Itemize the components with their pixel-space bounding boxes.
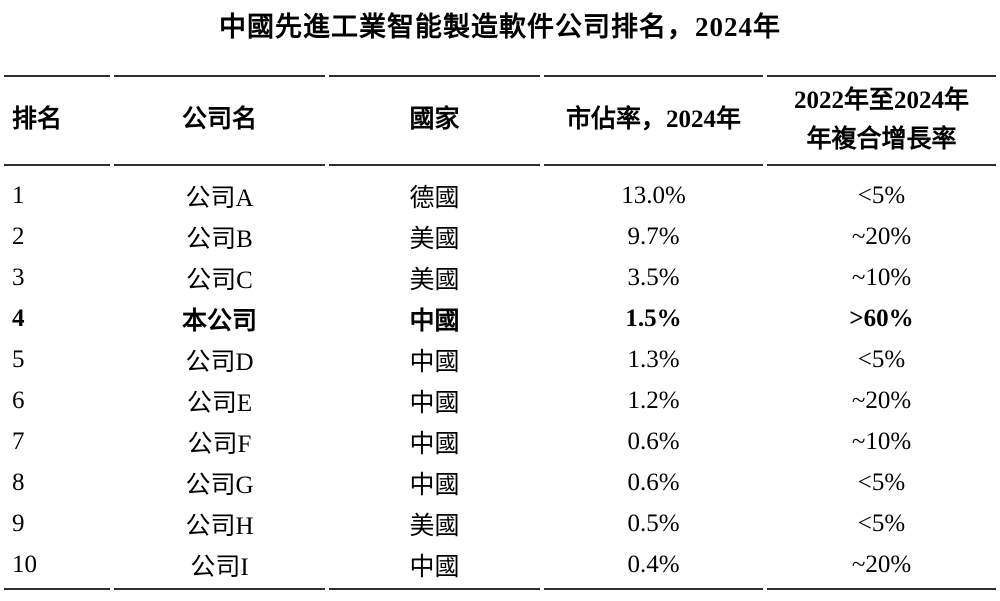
header-row: 排名 公司名 國家 市佔率，2024年 2022年至2024年 年複合增長率	[4, 75, 996, 166]
table-row: 10 公司I 中國 0.4% ~20%	[4, 544, 996, 590]
market-share-cell: 0.6%	[627, 427, 680, 455]
company-cell: 公司A	[185, 184, 254, 212]
cagr-cell: <5%	[857, 509, 906, 537]
market-share-cell: 0.6%	[627, 468, 680, 496]
market-share-cell: 1.3%	[627, 345, 680, 373]
rank-cell: 2	[12, 222, 25, 250]
company-cell: 公司B	[186, 225, 253, 253]
table-body: 1 公司A 德國 13.0% <5% 2 公司B 美國 9.7% ~20% 3 …	[4, 166, 996, 590]
market-share-cell: 9.7%	[627, 222, 680, 250]
country-cell: 美國	[409, 266, 460, 294]
cagr-cell: <5%	[857, 468, 906, 496]
table-row: 9 公司H 美國 0.5% <5%	[4, 503, 996, 544]
header-cagr: 2022年至2024年 年複合增長率	[767, 75, 996, 166]
rank-cell: 3	[12, 263, 25, 291]
market-share-cell: 13.0%	[621, 181, 686, 209]
rank-cell: 8	[12, 468, 25, 496]
market-share-cell: 0.4%	[544, 544, 763, 590]
country-cell: 中國	[409, 471, 460, 499]
header-company: 公司名	[114, 75, 325, 166]
header-cagr-line1: 2022年至2024年	[793, 86, 969, 114]
table-row: 6 公司E 中國 1.2% ~20%	[4, 380, 996, 421]
country-cell: 中國	[409, 430, 460, 458]
cagr-cell: ~10%	[851, 263, 912, 291]
company-cell: 公司I	[114, 544, 325, 590]
cagr-cell: ~20%	[767, 544, 996, 590]
rank-cell: 9	[12, 509, 25, 537]
market-share-cell: 3.5%	[627, 263, 680, 291]
rank-cell: 10	[4, 544, 110, 590]
company-cell: 公司H	[185, 512, 254, 540]
header-market-share: 市佔率，2024年	[544, 75, 763, 166]
table-row: 4 本公司 中國 1.5% >60%	[4, 298, 996, 339]
table-row: 3 公司C 美國 3.5% ~10%	[4, 257, 996, 298]
company-cell: 公司F	[187, 430, 252, 458]
country-cell: 德國	[409, 184, 460, 212]
company-cell: 公司D	[185, 348, 254, 376]
header-cagr-line2: 年複合增長率	[806, 125, 957, 153]
header-country: 國家	[329, 75, 540, 166]
country-cell: 中國	[409, 389, 460, 417]
company-cell: 公司G	[185, 471, 254, 499]
table-title: 中國先進工業智能製造軟件公司排名，2024年	[219, 12, 781, 42]
table-row: 1 公司A 德國 13.0% <5%	[4, 166, 996, 216]
table-row: 2 公司B 美國 9.7% ~20%	[4, 216, 996, 257]
market-share-cell: 0.5%	[627, 509, 680, 537]
cagr-cell: ~20%	[851, 222, 912, 250]
country-cell: 美國	[409, 225, 460, 253]
rank-cell: 5	[12, 345, 25, 373]
ranking-table: 排名 公司名 國家 市佔率，2024年 2022年至2024年 年複合增長率 1…	[0, 75, 1000, 590]
company-cell: 公司E	[186, 389, 253, 417]
rank-cell: 4	[12, 304, 25, 332]
country-cell: 中國	[329, 544, 540, 590]
rank-cell: 7	[12, 427, 25, 455]
cagr-cell: ~10%	[851, 427, 912, 455]
cagr-cell: <5%	[857, 345, 906, 373]
market-share-cell: 1.5%	[625, 304, 682, 332]
country-cell: 中國	[409, 307, 460, 335]
cagr-cell: >60%	[849, 304, 914, 332]
country-cell: 中國	[409, 348, 460, 376]
header-rank: 排名	[4, 75, 110, 166]
table-row: 7 公司F 中國 0.6% ~10%	[4, 421, 996, 462]
rank-cell: 1	[12, 181, 25, 209]
company-cell: 本公司	[181, 307, 257, 335]
country-cell: 美國	[409, 512, 460, 540]
table-row: 5 公司D 中國 1.3% <5%	[4, 339, 996, 380]
table-row: 8 公司G 中國 0.6% <5%	[4, 462, 996, 503]
rank-cell: 6	[12, 386, 25, 414]
market-share-cell: 1.2%	[627, 386, 680, 414]
cagr-cell: <5%	[857, 181, 906, 209]
cagr-cell: ~20%	[851, 386, 912, 414]
company-cell: 公司C	[186, 266, 253, 294]
